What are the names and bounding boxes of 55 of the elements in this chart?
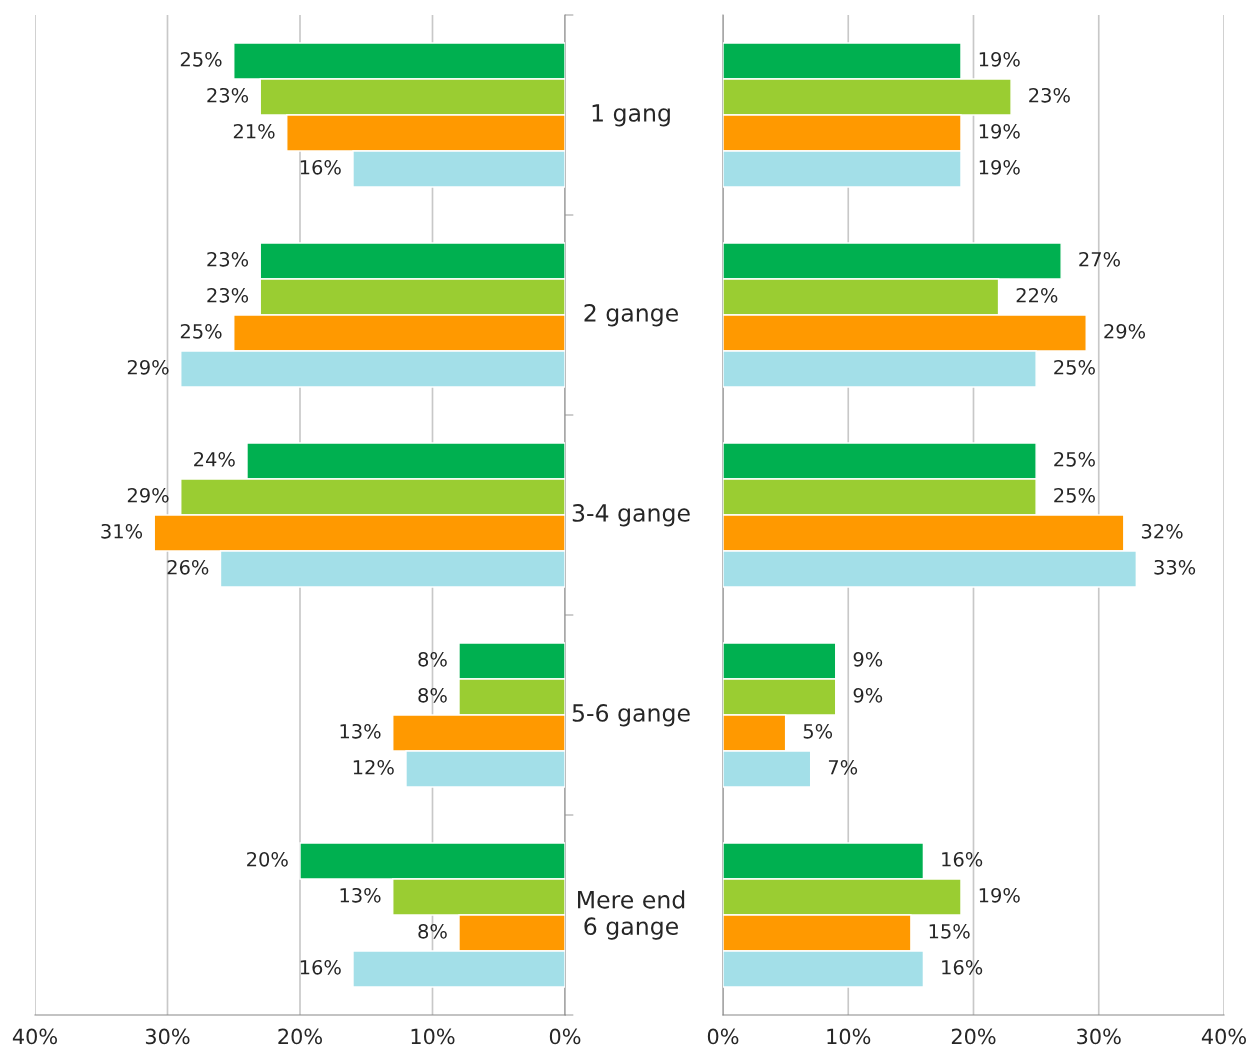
data-label: 15% <box>929 923 970 939</box>
data-label: 13% <box>340 887 381 903</box>
data-label: 23% <box>207 87 249 103</box>
data-label: 20% <box>247 851 288 867</box>
x-tick-label: 0% <box>707 1028 739 1045</box>
data-label: 16% <box>942 959 983 975</box>
data-label: 8% <box>418 923 447 939</box>
data-label: 16% <box>300 159 341 175</box>
data-label: 23% <box>207 287 249 303</box>
y-tick-label: 5-6 gange <box>572 703 690 727</box>
data-label: 25% <box>1054 451 1095 467</box>
data-label: 16% <box>300 959 341 975</box>
data-label: 29% <box>1104 323 1146 339</box>
data-label: 23% <box>1029 87 1070 103</box>
data-label: 22% <box>1016 287 1058 303</box>
data-label: 26% <box>167 559 209 575</box>
x-tick-label: 40% <box>12 1028 57 1045</box>
data-label: 19% <box>979 887 1020 903</box>
data-label: 16% <box>942 851 983 867</box>
data-label: 23% <box>207 251 249 267</box>
data-label: 29% <box>127 487 169 503</box>
data-label: 24% <box>194 451 235 467</box>
x-tick-label: 30% <box>145 1028 190 1045</box>
data-label: 25% <box>180 51 222 67</box>
data-label: 25% <box>1054 487 1095 503</box>
x-tick-label: 0% <box>549 1028 581 1045</box>
data-label: 19% <box>979 159 1020 175</box>
data-label: 25% <box>180 323 222 339</box>
x-tick-label: 40% <box>1201 1028 1246 1045</box>
data-label: 8% <box>418 651 447 667</box>
x-tick-label: 30% <box>1077 1028 1121 1045</box>
data-label: 32% <box>1141 523 1183 539</box>
data-label: 12% <box>353 759 394 775</box>
data-label: 25% <box>1054 359 1095 375</box>
y-tick-label: 1 gang <box>592 104 670 127</box>
x-tick-label: 10% <box>411 1028 455 1045</box>
data-label: 7% <box>828 759 858 775</box>
y-tick-label: 3-4 gange <box>572 503 690 527</box>
y-tick-label: 2 gange <box>584 303 678 327</box>
data-label: 5% <box>803 723 833 739</box>
data-label: 33% <box>1154 559 1196 575</box>
data-label: 29% <box>127 359 169 375</box>
data-label: 19% <box>979 51 1020 67</box>
data-label: 27% <box>1079 251 1120 267</box>
data-label: 21% <box>233 123 275 139</box>
data-label: 8% <box>418 687 447 703</box>
y-tick-label: Mere end 6 gange <box>578 890 685 940</box>
x-tick-label: 20% <box>278 1028 322 1045</box>
data-label: 31% <box>101 523 143 539</box>
x-tick-label: 20% <box>951 1028 996 1045</box>
x-tick-label: 10% <box>827 1028 871 1045</box>
data-label: 9% <box>853 651 883 667</box>
data-label: 13% <box>340 723 381 739</box>
data-label: 19% <box>979 123 1020 139</box>
data-label: 9% <box>853 687 883 703</box>
